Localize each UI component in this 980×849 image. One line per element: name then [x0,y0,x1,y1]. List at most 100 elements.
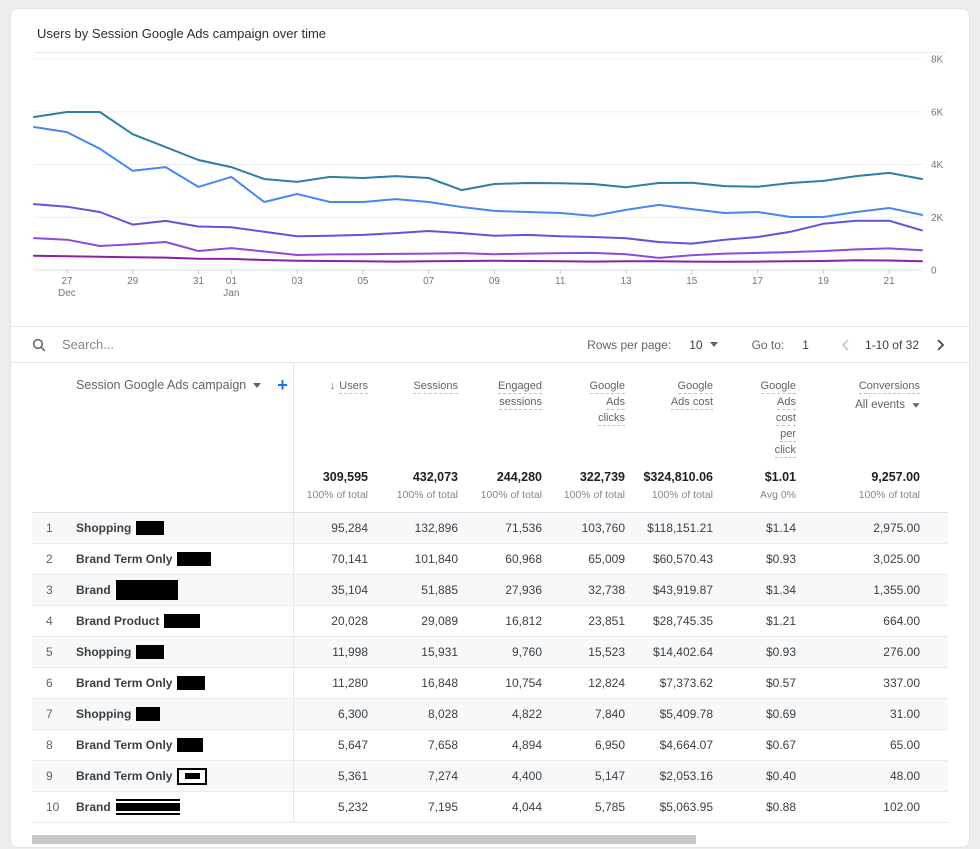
redaction-box [136,645,164,659]
table-row[interactable]: 9Brand Term Only5,3617,2744,4005,147$2,0… [32,761,948,792]
total-value: $1.01 [713,470,796,484]
table-row[interactable]: 2Brand Term Only70,141101,84060,96865,00… [32,544,948,575]
table-row[interactable]: 8Brand Term Only5,6477,6584,8946,950$4,6… [32,730,948,761]
row-index: 6 [32,676,76,690]
cell-google-ads-cost-per-click: $1.14 [713,521,796,535]
cell-conversions: 1,355.00 [796,583,950,597]
y-axis-label: 4K [931,160,944,171]
cell-sessions: 7,274 [368,769,458,783]
cell-sessions: 7,658 [368,738,458,752]
cell-google-ads-cost-per-click: $0.57 [713,676,796,690]
column-header-text: cost [776,412,796,426]
column-header-google-ads-cost-per-click[interactable]: GoogleAdscostperclick [713,363,796,463]
cell-google-ads-clicks: 103,760 [542,521,625,535]
cell-conversions: 102.00 [796,800,950,814]
series-line-1 [34,112,922,190]
x-axis-label: 31 [193,276,205,287]
cell-engaged-sessions: 60,968 [458,552,542,566]
total-subtext: 100% of total [542,489,625,501]
cell-google-ads-cost-per-click: $0.67 [713,738,796,752]
cell-users: 11,280 [294,676,368,690]
cell-google-ads-clicks: 6,950 [542,738,625,752]
next-page-button[interactable] [931,336,949,354]
redaction-box [177,738,203,752]
cell-google-ads-cost: $118,151.21 [625,521,713,535]
x-axis-label: 21 [884,276,896,287]
cell-google-ads-cost-per-click: $1.21 [713,614,796,628]
table-row[interactable]: 10Brand5,2327,1954,0445,785$5,063.95$0.8… [32,792,948,823]
cell-users: 95,284 [294,521,368,535]
table-row[interactable]: 5Shopping11,99815,9319,76015,523$14,402.… [32,637,948,668]
cell-engaged-sessions: 27,936 [458,583,542,597]
previous-page-button[interactable] [837,336,855,354]
cell-google-ads-cost-per-click: $0.40 [713,769,796,783]
y-axis-label: 0 [931,266,937,277]
table-row[interactable]: 3Brand35,10451,88527,93632,738$43,919.87… [32,575,948,606]
campaign-name: Brand Term Only [76,730,294,760]
dimension-header-cell: Session Google Ads campaign + [32,363,294,463]
column-header-text: Ads [606,396,625,410]
cell-google-ads-cost: $7,373.62 [625,676,713,690]
column-header-text: clicks [598,412,625,426]
redaction-box [177,676,205,690]
cell-google-ads-cost-per-click: $0.93 [713,645,796,659]
row-index: 4 [32,614,76,628]
search-input[interactable] [60,336,364,353]
cell-users: 5,361 [294,769,368,783]
campaign-name-text: Brand Product [76,614,159,628]
cell-engaged-sessions: 4,400 [458,769,542,783]
row-index: 9 [32,769,76,783]
horizontal-scrollbar [32,835,948,844]
campaign-name-text: Shopping [76,521,131,535]
rows-per-page-select[interactable]: 10 [689,338,717,352]
redaction-box [177,768,207,785]
conversions-event-selector[interactable]: All events [796,399,920,411]
x-axis-sublabel: Jan [223,288,239,299]
row-index: 1 [32,521,76,535]
x-axis-label: 09 [489,276,501,287]
timeseries-chart: 8K6K4K2K027Dec293101Jan03050709111315171… [11,53,967,326]
column-header-engaged-sessions[interactable]: Engagedsessions [458,363,542,463]
row-index: 2 [32,552,76,566]
cell-conversions: 3,025.00 [796,552,950,566]
column-header-users[interactable]: ↓Users [294,363,368,463]
table-row[interactable]: 4Brand Product20,02829,08916,81223,851$2… [32,606,948,637]
redaction-box [164,614,200,628]
total-cell-google-ads-cost: $324,810.06100% of total [625,463,713,512]
column-header-google-ads-cost[interactable]: GoogleAds cost [625,363,713,463]
campaign-name-text: Brand Term Only [76,552,172,566]
cell-google-ads-cost: $28,745.35 [625,614,713,628]
total-value: 432,073 [368,470,458,484]
cell-sessions: 8,028 [368,707,458,721]
row-index: 10 [32,800,76,814]
cell-engaged-sessions: 4,822 [458,707,542,721]
y-axis-label: 8K [931,55,944,66]
event-selector-label: All events [855,399,905,411]
row-index: 7 [32,707,76,721]
analytics-report-page: Users by Session Google Ads campaign ove… [0,0,980,849]
dimension-selector[interactable]: Session Google Ads campaign [76,378,261,392]
cell-conversions: 31.00 [796,707,950,721]
table-row[interactable]: 1Shopping95,284132,89671,536103,760$118,… [32,513,948,544]
cell-google-ads-clicks: 15,523 [542,645,625,659]
x-axis-label: 07 [423,276,435,287]
x-axis-label: 01 [226,276,238,287]
total-cell-sessions: 432,073100% of total [368,463,458,512]
total-value: 9,257.00 [796,470,920,484]
column-header-conversions[interactable]: ConversionsAll events [796,363,950,463]
totals-row: 309,595100% of total432,073100% of total… [32,463,948,513]
add-dimension-button[interactable]: + [277,378,288,392]
campaign-name-text: Brand [76,583,111,597]
x-axis-label: 27 [61,276,73,287]
cell-users: 5,647 [294,738,368,752]
column-header-sessions[interactable]: Sessions [368,363,458,463]
total-subtext: 100% of total [625,489,713,501]
goto-page-input[interactable]: 1 [802,338,809,352]
scrollbar-thumb[interactable] [32,835,696,844]
table-row[interactable]: 6Brand Term Only11,28016,84810,75412,824… [32,668,948,699]
sort-descending-icon: ↓ [330,380,336,392]
campaign-name: Brand Product [76,606,294,636]
campaign-name: Brand Term Only [76,668,294,698]
column-header-google-ads-clicks[interactable]: GoogleAdsclicks [542,363,625,463]
table-row[interactable]: 7Shopping6,3008,0284,8227,840$5,409.78$0… [32,699,948,730]
